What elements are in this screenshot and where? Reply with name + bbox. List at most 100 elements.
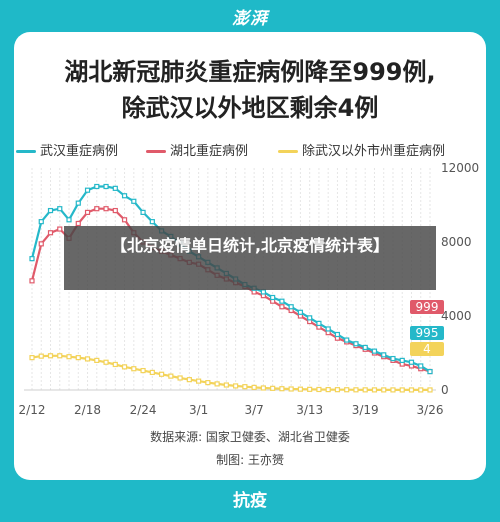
data-point	[316, 320, 322, 326]
chart-title-line2: 除武汉以外地区剩余4例	[121, 94, 379, 122]
data-point	[362, 344, 368, 351]
data-point	[57, 226, 63, 232]
data-point	[38, 353, 44, 359]
data-point	[29, 355, 35, 361]
end-value-label: 995	[416, 326, 439, 340]
data-point	[75, 355, 81, 361]
chart-legend: 武汉重症病例 湖北重症病例 除武汉以外市州重症病例	[16, 140, 486, 159]
y-tick-label: 8000	[441, 235, 472, 249]
data-point	[177, 375, 183, 381]
data-point	[408, 387, 415, 393]
chart-author: 制图: 王亦赟	[216, 453, 284, 467]
data-point	[427, 387, 433, 393]
data-point	[38, 241, 44, 247]
data-point	[371, 348, 378, 354]
legend-item-wuhan: 武汉重症病例	[16, 140, 118, 159]
data-point	[94, 206, 100, 212]
data-point	[344, 387, 350, 393]
data-point	[47, 207, 54, 214]
data-point	[297, 309, 304, 315]
x-tick-label: 3/26	[417, 403, 444, 417]
data-point	[418, 363, 424, 369]
data-point	[260, 289, 266, 295]
data-point	[381, 387, 387, 393]
data-point	[242, 384, 248, 390]
data-point	[158, 371, 165, 377]
data-point	[325, 326, 331, 332]
data-point	[233, 383, 239, 389]
data-point	[288, 304, 294, 310]
data-point	[66, 354, 72, 360]
data-point	[121, 217, 128, 223]
y-tick-label: 4000	[441, 309, 472, 323]
data-point	[270, 294, 276, 301]
end-value-label: 4	[423, 342, 431, 356]
data-point	[270, 385, 276, 391]
data-point	[131, 366, 137, 372]
footer-label: 抗疫	[233, 491, 267, 511]
data-point	[325, 386, 331, 393]
data-point	[84, 187, 91, 193]
data-point	[288, 386, 294, 392]
data-point	[47, 230, 54, 236]
data-point	[399, 387, 405, 393]
data-point	[316, 386, 322, 393]
data-point	[279, 298, 285, 304]
data-point	[353, 387, 359, 393]
end-value-badge	[410, 342, 444, 356]
data-point	[307, 386, 313, 392]
legend-swatch-other	[278, 150, 298, 153]
data-point	[140, 209, 146, 215]
data-point	[112, 361, 118, 368]
data-point	[205, 380, 211, 386]
data-point	[334, 331, 341, 338]
data-point	[121, 364, 128, 370]
y-tick-label: 12000	[441, 161, 479, 175]
legend-item-hubei: 湖北重症病例	[146, 140, 248, 159]
data-point	[112, 207, 118, 214]
data-point	[140, 367, 146, 374]
data-point	[390, 387, 396, 393]
legend-swatch-hubei	[146, 150, 166, 153]
data-point	[94, 183, 100, 190]
data-point	[362, 387, 368, 393]
legend-label-other: 除武汉以外市州重症病例	[302, 144, 446, 159]
legend-item-other: 除武汉以外市州重症病例	[278, 140, 445, 159]
data-point	[57, 206, 63, 212]
data-point	[223, 382, 229, 388]
data-point	[307, 315, 313, 321]
data-point	[29, 256, 35, 262]
x-tick-label: 3/1	[189, 403, 208, 417]
data-point	[131, 198, 137, 204]
data-point	[297, 386, 304, 392]
data-point	[84, 356, 91, 362]
data-point	[390, 355, 396, 362]
data-point	[353, 341, 359, 347]
x-tick-label: 3/19	[352, 403, 379, 417]
data-point	[408, 359, 415, 365]
data-point	[103, 359, 109, 365]
x-tick-label: 3/7	[244, 403, 263, 417]
data-point	[418, 387, 424, 393]
data-point	[103, 206, 109, 212]
legend-label-hubei: 湖北重症病例	[170, 144, 249, 159]
data-point	[186, 377, 192, 383]
brand-logo: 澎湃	[232, 9, 268, 29]
data-point	[103, 183, 109, 190]
data-point	[279, 386, 285, 392]
data-point	[84, 209, 91, 215]
x-tick-label: 2/24	[130, 403, 157, 417]
data-point	[196, 378, 202, 384]
end-value-label: 999	[416, 300, 439, 314]
data-point	[57, 353, 63, 359]
data-point	[371, 387, 378, 393]
data-point	[149, 219, 155, 225]
data-point	[168, 373, 174, 379]
data-point	[121, 193, 128, 199]
data-point	[75, 220, 81, 227]
data-point	[149, 369, 155, 376]
end-value-badge	[410, 326, 444, 340]
data-point	[112, 185, 118, 191]
y-tick-label: 0	[441, 383, 449, 397]
overlay-banner: 【北京疫情单日统计,北京疫情统计表】	[64, 226, 436, 290]
